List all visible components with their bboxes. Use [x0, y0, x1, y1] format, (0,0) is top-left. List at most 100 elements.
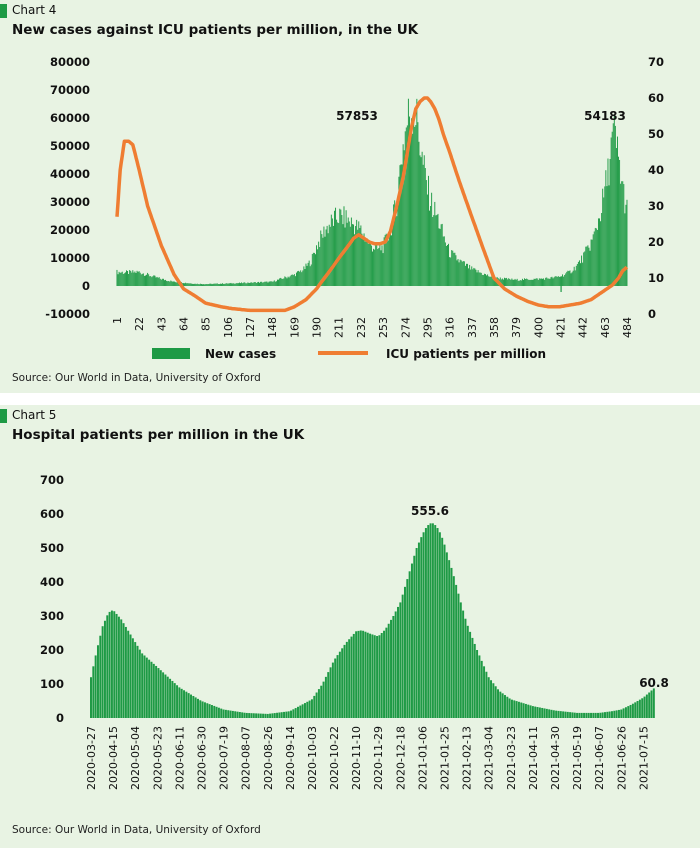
- cases-bar: [284, 276, 286, 286]
- hospital-bar: [615, 710, 618, 718]
- cases-bar: [236, 283, 238, 286]
- hospital-bar: [96, 645, 99, 718]
- cases-bar: [551, 276, 553, 286]
- hospital-bar: [501, 693, 504, 718]
- hospital-bar: [471, 637, 474, 718]
- cases-bar: [196, 283, 198, 286]
- cases-bar: [344, 227, 346, 286]
- x-tick-label: 1: [111, 317, 124, 324]
- cases-bar: [307, 262, 309, 286]
- hospital-bar: [627, 706, 630, 718]
- x-tick-label: 484: [621, 317, 634, 338]
- cases-bar: [264, 281, 266, 286]
- cases-bar: [474, 268, 476, 286]
- hospital-bar: [499, 691, 502, 718]
- cases-bar: [417, 122, 419, 286]
- cases-bar: [521, 278, 523, 286]
- cases-bar: [607, 158, 609, 286]
- cases-bar: [140, 274, 142, 286]
- cases-bar: [448, 243, 450, 286]
- hospital-bar: [385, 627, 388, 718]
- hospital-bar: [90, 677, 92, 718]
- cases-bar: [529, 279, 531, 286]
- cases-bar: [288, 277, 290, 286]
- cases-bar: [259, 282, 260, 286]
- cases-bar: [384, 234, 386, 286]
- cases-bar: [600, 221, 602, 286]
- hospital-bar: [399, 602, 402, 718]
- hospital-bar: [343, 644, 346, 718]
- hospital-bar: [217, 707, 220, 718]
- hospital-bar: [378, 635, 381, 718]
- cases-bar: [601, 213, 603, 286]
- x-tick-label: 2021-04-30: [549, 726, 562, 790]
- cases-bar: [530, 279, 532, 286]
- cases-bar: [393, 204, 395, 286]
- hospital-bar: [390, 619, 393, 718]
- hospital-bar: [459, 602, 462, 718]
- cases-bar: [624, 213, 626, 286]
- x-tick-label: 2021-03-23: [505, 726, 518, 790]
- cases-bar: [164, 280, 165, 286]
- cases-bar: [621, 181, 623, 286]
- hospital-bar: [294, 708, 297, 718]
- hospital-bar: [520, 702, 523, 718]
- cases-bar: [209, 283, 211, 286]
- cases-bar: [490, 276, 492, 286]
- hospital-bar: [148, 659, 151, 718]
- cases-bar: [174, 281, 176, 286]
- hospital-bar: [331, 662, 334, 718]
- cases-bar: [378, 247, 380, 286]
- hospital-bar: [606, 711, 609, 718]
- cases-bar: [463, 261, 465, 286]
- hospital-bar: [592, 712, 595, 718]
- y-left-tick-label: 0: [82, 279, 90, 293]
- hospital-bar: [580, 712, 583, 718]
- x-tick-label: 2020-05-23: [151, 726, 164, 790]
- hospital-bar: [106, 615, 109, 718]
- cases-bar: [370, 245, 372, 286]
- hospital-bar: [122, 623, 125, 718]
- cases-bar: [122, 273, 124, 286]
- cases-bar: [353, 224, 354, 286]
- cases-bar: [203, 284, 205, 286]
- cases-bar: [518, 280, 520, 286]
- hospital-bar: [417, 542, 420, 718]
- hospital-bar: [276, 712, 279, 718]
- cases-bar: [306, 265, 308, 286]
- cases-bar: [616, 136, 618, 286]
- cases-bar: [483, 273, 485, 286]
- cases-bar: [170, 280, 172, 286]
- hospital-bar: [543, 708, 546, 718]
- cases-bar: [379, 245, 381, 286]
- hospital-bar: [557, 710, 560, 718]
- hospital-bar: [299, 705, 302, 718]
- cases-bar: [169, 281, 171, 286]
- hospital-bar: [336, 655, 339, 718]
- hospital-bar: [285, 711, 288, 718]
- cases-bar: [133, 272, 135, 286]
- icu-line: [115, 96, 629, 313]
- cases-bar: [439, 228, 441, 286]
- hospital-bar: [648, 692, 651, 718]
- cases-bar: [437, 213, 439, 286]
- cases-bar: [355, 226, 357, 286]
- hospital-bar: [513, 700, 516, 718]
- x-tick-label: 337: [466, 317, 479, 338]
- cases-bar: [311, 254, 313, 286]
- cases-bar: [279, 278, 281, 286]
- hospital-bar: [583, 712, 586, 718]
- cases-bar: [425, 180, 427, 286]
- cases-bar: [545, 277, 547, 286]
- cases-bar: [261, 281, 263, 286]
- hospital-bar: [283, 711, 286, 718]
- y-left-tick-label: 40000: [50, 167, 90, 181]
- cases-bar: [603, 197, 605, 286]
- cases-bar: [548, 278, 550, 286]
- hospital-bar: [329, 667, 332, 718]
- cases-bar: [267, 282, 269, 286]
- cases-bar: [478, 272, 480, 286]
- hospital-bar: [203, 702, 206, 718]
- cases-bar: [204, 284, 206, 286]
- hospital-bar: [99, 635, 102, 718]
